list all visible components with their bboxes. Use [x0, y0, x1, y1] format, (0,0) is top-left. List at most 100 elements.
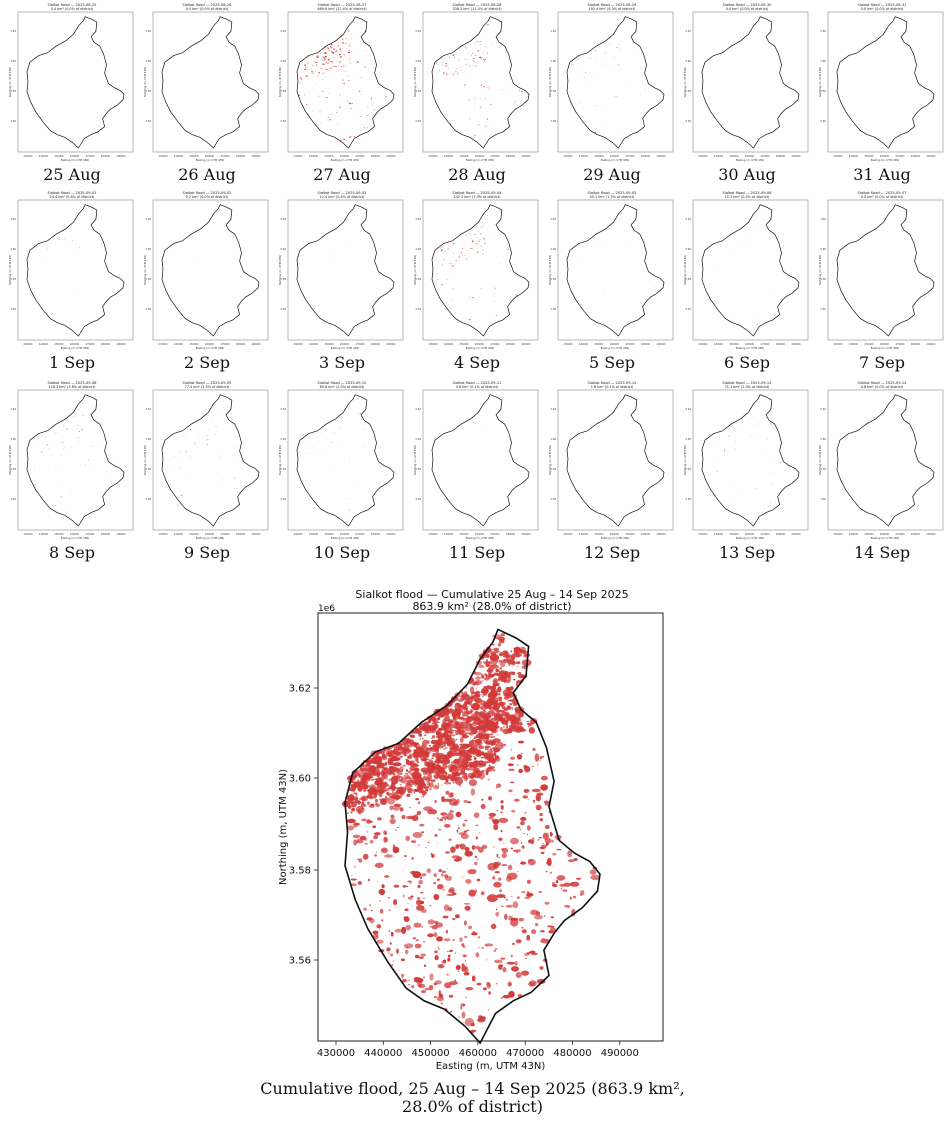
daily-flood-xtick: 470000 [85, 533, 95, 536]
daily-flood-title: Sialkot flood — 2025-08-28 [453, 3, 503, 7]
daily-flood-title: Sialkot flood — 2025-09-12 [588, 381, 637, 385]
daily-flood-xtick: 470000 [760, 343, 770, 346]
daily-flood-xtick: 440000 [309, 533, 319, 536]
daily-flood-xtick: 450000 [189, 343, 199, 346]
daily-flood-xtick: 460000 [70, 533, 80, 536]
daily-flood-area: 60.8 km² (2.0% of district) [320, 385, 365, 389]
daily-flood-ytick: 3.62 [550, 217, 556, 221]
daily-flood-map: Sialkot flood — 2025-08-25 0.4 km² (0.0% … [8, 2, 136, 164]
daily-flood-ytick: 3.58 [550, 89, 556, 93]
daily-flood-ytick: 3.62 [10, 217, 16, 221]
daily-flood-map: Sialkot flood — 2025-08-27 689.6 km² (22.… [278, 2, 406, 164]
daily-flood-area: 71.1 km² (2.3% of district) [725, 385, 770, 389]
daily-flood-ytick: 3.56 [280, 119, 286, 123]
daily-flood-map: Sialkot flood — 2025-09-14 0.8 km² (0.0% … [818, 380, 945, 542]
daily-flood-area: 0.0 km² (0.0% of district) [186, 7, 229, 11]
daily-flood-xtick: 490000 [656, 533, 666, 536]
daily-flood-ylabel: Northing (m, UTM 43N) [683, 255, 687, 285]
daily-flood-xtick: 480000 [641, 343, 651, 346]
daily-flood-caption: 6 Sep [724, 353, 770, 372]
daily-flood-panel: Sialkot flood — 2025-09-06 15.3 km² (0.5%… [681, 190, 813, 380]
daily-flood-ytick: 3.62 [415, 217, 421, 221]
daily-flood-xtick: 480000 [371, 155, 381, 158]
daily-flood-xtick: 490000 [116, 343, 126, 346]
daily-flood-ytick: 3.62 [10, 407, 16, 411]
daily-flood-xtick: 440000 [579, 155, 589, 158]
daily-flood-panel: Sialkot flood — 2025-09-09 77.4 km² (2.5%… [141, 380, 273, 570]
daily-flood-xlabel: Easting (m, UTM 43N) [61, 158, 89, 162]
daily-flood-ytick: 3.58 [685, 277, 691, 281]
daily-flood-xtick: 470000 [85, 155, 95, 158]
x-tick-label: 480000 [553, 1048, 591, 1059]
daily-flood-area: 0.0 km² (0.0% of district) [726, 7, 769, 11]
daily-flood-ytick: 3.56 [10, 497, 16, 501]
daily-flood-title: Sialkot flood — 2025-09-07 [858, 191, 907, 195]
daily-flood-xtick: 460000 [70, 343, 80, 346]
daily-flood-map: Sialkot flood — 2025-09-04 242.5 km² (7.9… [413, 190, 541, 352]
daily-flood-xlabel: Easting (m, UTM 43N) [196, 346, 224, 350]
daily-flood-panel: Sialkot flood — 2025-09-14 0.8 km² (0.0% … [816, 380, 945, 570]
daily-flood-ytick: 3.58 [10, 277, 16, 281]
daily-flood-map: Sialkot flood — 2025-09-13 71.1 km² (2.3%… [683, 380, 811, 542]
daily-flood-xtick: 480000 [506, 533, 516, 536]
daily-flood-map: Sialkot flood — 2025-09-03 12.4 km² (0.4%… [278, 190, 406, 352]
daily-flood-panel: Sialkot flood — 2025-08-30 0.0 km² (0.0% … [681, 2, 813, 192]
daily-flood-xtick: 450000 [729, 533, 739, 536]
daily-flood-xtick: 450000 [54, 155, 64, 158]
daily-flood-ytick: 3.62 [820, 407, 826, 411]
daily-flood-xtick: 440000 [174, 155, 184, 158]
daily-flood-ytick: 3.60 [280, 59, 286, 63]
daily-flood-area: 0.8 km² (0.0% of district) [861, 385, 904, 389]
daily-flood-xtick: 460000 [340, 343, 350, 346]
daily-flood-ytick: 3.60 [550, 59, 556, 63]
daily-flood-xtick: 430000 [293, 533, 303, 536]
daily-flood-ytick: 3.62 [685, 29, 691, 33]
daily-flood-map: Sialkot flood — 2025-08-26 0.0 km² (0.0% … [143, 2, 271, 164]
daily-flood-map: Sialkot flood — 2025-09-05 45.1 km² (1.5%… [548, 190, 676, 352]
daily-flood-caption: 14 Sep [853, 543, 911, 562]
daily-flood-area: 689.6 km² (22.4% of district) [317, 7, 367, 11]
daily-flood-panel: Sialkot flood — 2025-08-28 338.3 km² (11.… [411, 2, 543, 192]
daily-flood-ylabel: Northing (m, UTM 43N) [8, 255, 12, 285]
daily-flood-caption: 29 Aug [583, 165, 641, 184]
daily-flood-xtick: 480000 [911, 343, 921, 346]
daily-flood-ytick: 3.56 [820, 307, 826, 311]
daily-flood-caption: 27 Aug [313, 165, 371, 184]
daily-flood-xtick: 470000 [895, 343, 905, 346]
daily-flood-title: Sialkot flood — 2025-09-01 [48, 191, 97, 195]
daily-flood-xtick: 490000 [386, 533, 396, 536]
daily-flood-caption: 25 Aug [43, 165, 101, 184]
daily-flood-xtick: 440000 [849, 155, 859, 158]
daily-flood-ytick: 3.56 [550, 119, 556, 123]
daily-flood-ylabel: Northing (m, UTM 43N) [818, 445, 822, 475]
daily-flood-xtick: 490000 [116, 155, 126, 158]
daily-flood-ytick: 3.62 [415, 29, 421, 33]
daily-flood-xtick: 430000 [833, 533, 843, 536]
daily-flood-ytick: 3.60 [415, 247, 421, 251]
daily-flood-panel: Sialkot flood — 2025-08-25 0.4 km² (0.0% … [6, 2, 138, 192]
main-title-line1: Sialkot flood — Cumulative 25 Aug – 14 S… [355, 588, 628, 601]
daily-flood-ylabel: Northing (m, UTM 43N) [278, 67, 282, 97]
daily-flood-ylabel: Northing (m, UTM 43N) [143, 67, 147, 97]
daily-flood-xtick: 490000 [251, 343, 261, 346]
daily-flood-map: Sialkot flood — 2025-09-08 118.3 km² (3.8… [8, 380, 136, 542]
daily-flood-ytick: 3.60 [280, 437, 286, 441]
daily-flood-ytick: 3.60 [145, 59, 151, 63]
daily-flood-caption: 28 Aug [448, 165, 506, 184]
main-caption-line1: Cumulative flood, 25 Aug – 14 Sep 2025 (… [260, 1079, 685, 1098]
daily-flood-title: Sialkot flood — 2025-09-10 [318, 381, 368, 385]
daily-flood-caption: 10 Sep [313, 543, 371, 562]
daily-flood-panel: Sialkot flood — 2025-09-01 24.4 km² (0.8%… [6, 190, 138, 380]
daily-flood-xtick: 470000 [355, 533, 365, 536]
y-tick-label: 3.60 [289, 774, 311, 785]
daily-flood-ylabel: Northing (m, UTM 43N) [8, 445, 12, 475]
daily-flood-ytick: 3.62 [550, 407, 556, 411]
daily-flood-xtick: 450000 [864, 533, 874, 536]
daily-flood-map: Sialkot flood — 2025-09-06 15.3 km² (0.5%… [683, 190, 811, 352]
daily-flood-xtick: 490000 [926, 155, 936, 158]
daily-flood-ytick: 3.58 [280, 277, 286, 281]
daily-flood-xtick: 470000 [220, 343, 230, 346]
daily-flood-title: Sialkot flood — 2025-09-14 [858, 381, 908, 385]
daily-flood-area: 4.6 km² (0.1% of district) [456, 385, 499, 389]
flood-extent [342, 632, 601, 1034]
